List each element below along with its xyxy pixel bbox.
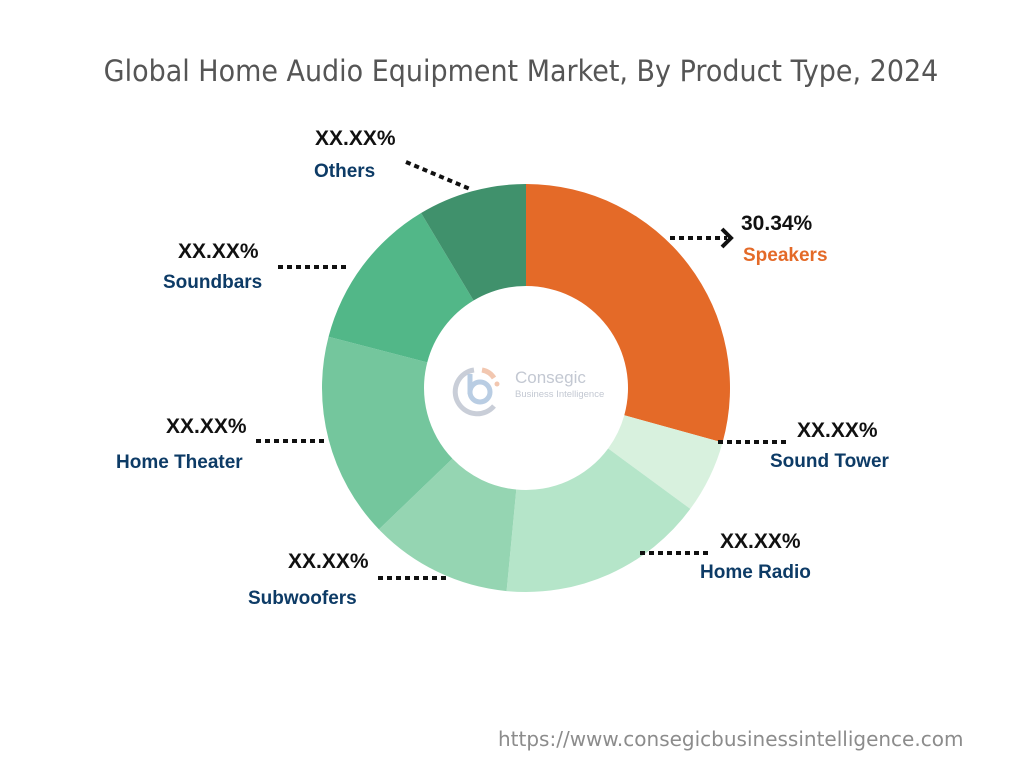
others-label: Others (314, 161, 376, 182)
slice-subwoofers (378, 458, 517, 592)
subwoofers-label: Subwoofers (248, 588, 357, 609)
sound-tower-value: XX.XX% (797, 419, 878, 442)
home-radio-label: Home Radio (700, 562, 811, 583)
consegic-logo: Consegic Business Intelligence (450, 360, 620, 420)
speakers-label: Speakers (743, 245, 828, 266)
logo-name: Consegic (515, 368, 586, 387)
slice-sound-tower (608, 415, 723, 509)
slice-others (421, 184, 526, 301)
leader-lines (256, 160, 788, 580)
sound-tower-label: Sound Tower (770, 451, 889, 472)
arrow-head-icon (720, 227, 734, 249)
logo-subtitle: Business Intelligence (515, 389, 605, 400)
slice-soundbars (328, 213, 474, 363)
soundbars-value: XX.XX% (178, 240, 259, 263)
speakers-value: 30.34% (741, 212, 813, 235)
leader-others (405, 160, 471, 191)
logo-mark-icon (452, 367, 500, 417)
donut-slices (321, 184, 730, 592)
chart-title: Global Home Audio Equipment Market, By P… (103, 54, 939, 88)
subwoofers-value: XX.XX% (288, 550, 369, 573)
slice-speakers (526, 184, 730, 443)
slice-home-radio (506, 448, 691, 592)
home-theater-value: XX.XX% (166, 415, 247, 438)
home-theater-label: Home Theater (116, 452, 243, 473)
home-radio-value: XX.XX% (720, 530, 801, 553)
source-url: https://www.consegicbusinessintelligence… (498, 727, 964, 751)
soundbars-label: Soundbars (163, 272, 263, 293)
slice-home-theater (321, 336, 453, 530)
others-value: XX.XX% (315, 127, 396, 150)
